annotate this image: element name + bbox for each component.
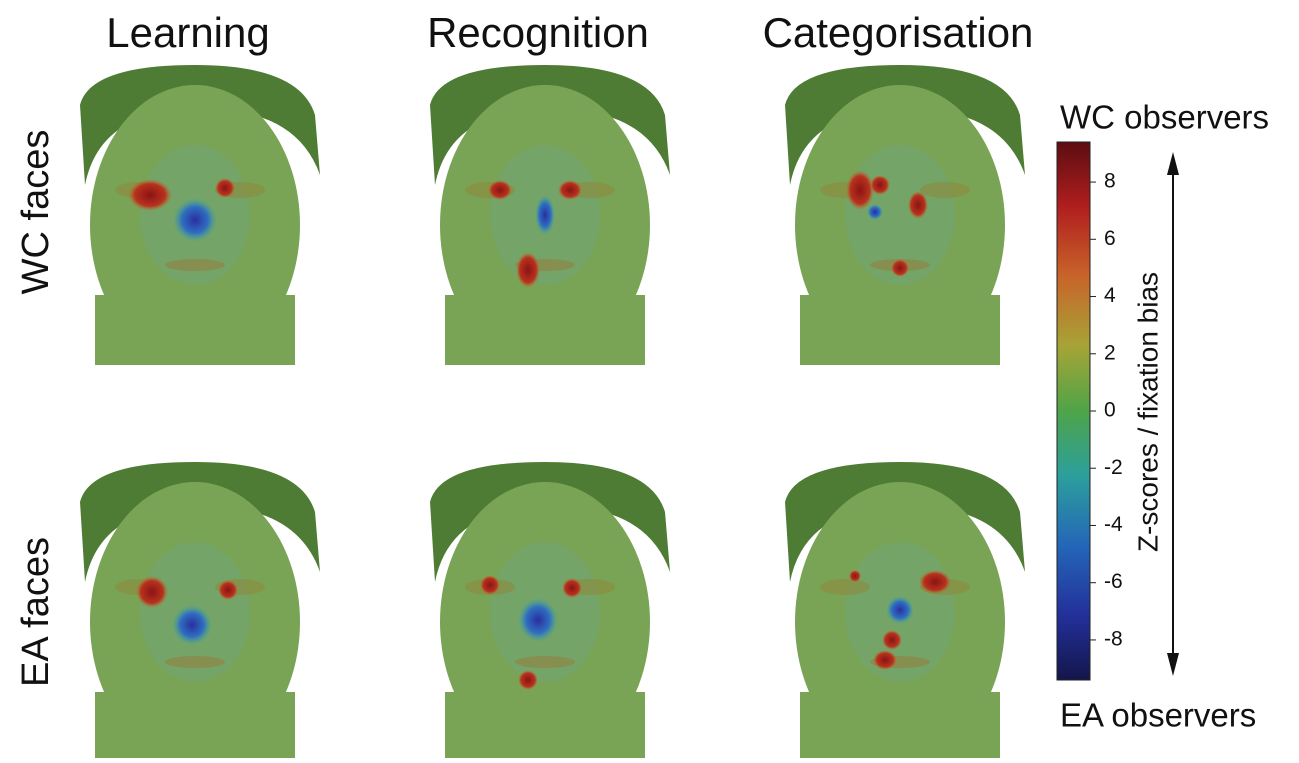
colorbar-axis-label: Z-scores / fixation bias [1132, 272, 1163, 552]
faces [80, 65, 1025, 762]
tick-label: 0 [1104, 399, 1116, 422]
arrow [1167, 152, 1179, 676]
colorbar-bottom-label: EA observers [1060, 697, 1256, 734]
column-title: Learning [106, 9, 269, 56]
tick-label: -8 [1104, 627, 1123, 650]
tick-label: -2 [1104, 456, 1123, 479]
column-title: Categorisation [763, 9, 1034, 56]
tick-label: 6 [1104, 227, 1116, 250]
column-title: Recognition [427, 9, 649, 56]
colorbar-top-label: WC observers [1060, 99, 1269, 136]
tick-label: -4 [1104, 513, 1123, 536]
tick-label: 4 [1104, 284, 1116, 307]
colorbar [1056, 141, 1091, 681]
row-label: EA faces [15, 537, 57, 687]
tick-label: -6 [1104, 570, 1123, 593]
tick-label: 2 [1104, 341, 1116, 364]
row-label: WC faces [15, 130, 57, 295]
tick-label: 8 [1104, 170, 1116, 193]
